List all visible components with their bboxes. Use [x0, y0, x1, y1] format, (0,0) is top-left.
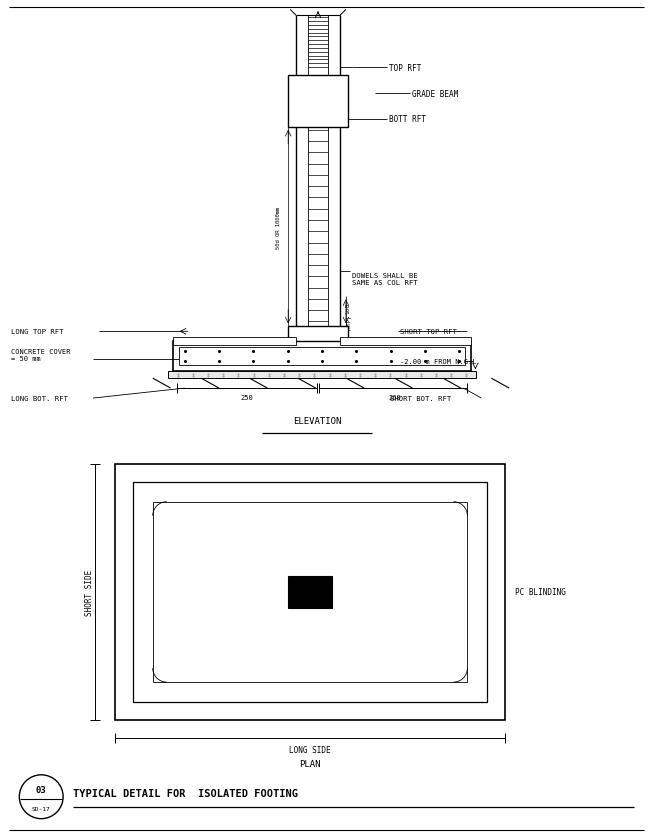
Bar — [115, 464, 505, 720]
Text: SHORT BOT. RFT: SHORT BOT. RFT — [454, 563, 460, 622]
Text: PC BLINDING: PC BLINDING — [515, 588, 566, 597]
Text: SHORT TOP RFT: SHORT TOP RFT — [160, 564, 166, 619]
Text: LONG TOP RFT: LONG TOP RFT — [159, 509, 210, 515]
Text: SD-17: SD-17 — [32, 806, 50, 811]
Text: TYPICAL DETAIL FOR  ISOLATED FOOTING: TYPICAL DETAIL FOR ISOLATED FOOTING — [73, 788, 298, 798]
Text: SHORT TOP RFT: SHORT TOP RFT — [400, 329, 456, 335]
Bar — [153, 502, 468, 682]
Bar — [172, 342, 471, 372]
Text: LONG BOT. RFT: LONG BOT. RFT — [11, 395, 68, 401]
Bar — [179, 348, 466, 365]
Text: DOWELS SHALL BE
SAME AS COL RFT: DOWELS SHALL BE SAME AS COL RFT — [352, 273, 417, 286]
Bar — [288, 76, 348, 128]
Text: 250: 250 — [241, 395, 254, 400]
Text: 260: 260 — [389, 395, 401, 400]
Bar — [172, 338, 296, 346]
Text: LONG TOP RFT: LONG TOP RFT — [11, 329, 64, 335]
Text: LONG SIDE: LONG SIDE — [289, 746, 331, 755]
Text: BOTT RFT: BOTT RFT — [389, 115, 426, 125]
Bar — [133, 482, 487, 702]
Text: GRADE BEAM: GRADE BEAM — [411, 89, 458, 99]
Text: CONCRETE COVER
= 50 mm: CONCRETE COVER = 50 mm — [11, 349, 71, 361]
Text: LONG BOT. RFT: LONG BOT. RFT — [159, 670, 214, 675]
Text: 100: 100 — [345, 303, 351, 314]
Text: PLAN: PLAN — [299, 759, 321, 768]
Text: 03: 03 — [36, 785, 46, 794]
Text: SHORT SIDE: SHORT SIDE — [84, 569, 93, 615]
Text: TOP RFT: TOP RFT — [389, 64, 421, 73]
Text: (TYP): (TYP) — [345, 314, 351, 330]
Text: ELEVATION: ELEVATION — [293, 417, 342, 426]
Bar — [168, 372, 476, 379]
Bar — [288, 327, 348, 342]
Text: 50d OR 1000mm: 50d OR 1000mm — [276, 206, 281, 248]
Bar — [288, 576, 332, 608]
Text: -2.00 m FROM N.G.L: -2.00 m FROM N.G.L — [400, 359, 476, 364]
Bar — [340, 338, 471, 346]
Text: SHORT BOT. RFT: SHORT BOT. RFT — [390, 395, 451, 401]
